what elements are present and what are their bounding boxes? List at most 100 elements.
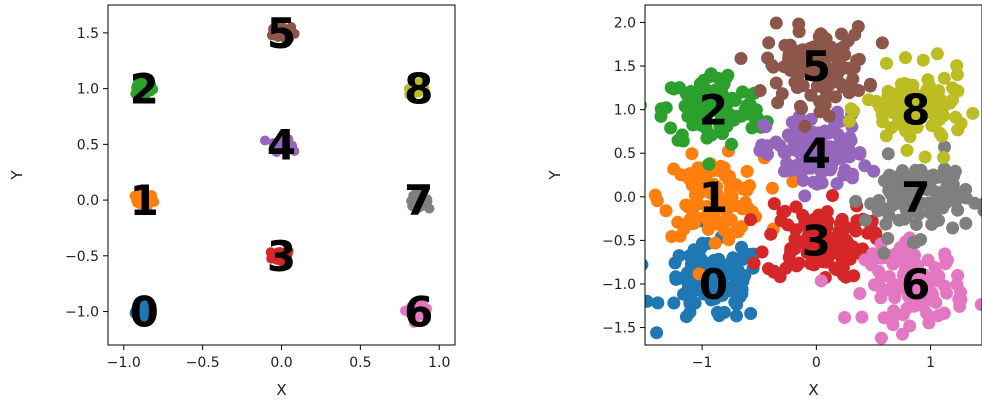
y-tick-label: 0.0	[614, 190, 636, 206]
scatter-point-cluster-7	[859, 213, 872, 227]
scatter-point-cluster-5	[793, 99, 807, 113]
scatter-point-cluster-5	[821, 40, 835, 54]
scatter-point-cluster-7	[909, 218, 923, 231]
scatter-point-cluster-1	[685, 147, 699, 161]
scatter-point-cluster-7	[953, 187, 967, 201]
scatter-point-cluster-4	[867, 164, 881, 178]
scatter-point-cluster-7	[871, 204, 885, 218]
scatter-point-cluster-6	[408, 317, 419, 328]
scatter-point-cluster-5	[875, 36, 889, 50]
scatter-point-cluster-5	[829, 50, 843, 64]
scatter-point-cluster-1	[679, 198, 693, 212]
scatter-point-cluster-5	[810, 79, 824, 93]
scatter-point-cluster-8	[875, 108, 889, 122]
scatter-point-cluster-2	[659, 101, 673, 115]
scatter-point-cluster-3	[778, 204, 792, 218]
scatter-point-cluster-8	[879, 129, 893, 143]
scatter-point-cluster-5	[815, 28, 829, 42]
scatter-point-cluster-2	[696, 80, 710, 94]
cluster-label-5: 5	[802, 42, 831, 91]
scatter-point-cluster-4	[794, 133, 808, 147]
scatter-point-cluster-8	[966, 106, 980, 120]
scatter-point-cluster-8	[883, 96, 897, 110]
scatter-point-cluster-6	[853, 287, 867, 300]
x-tick-label: 1	[926, 355, 935, 371]
scatter-point-cluster-7	[909, 236, 922, 249]
scatter-point-cluster-0	[730, 298, 744, 311]
scatter-point-cluster-2	[714, 114, 727, 128]
scatter-point-cluster-1	[667, 162, 681, 176]
scatter-point-cluster-8	[918, 150, 932, 164]
scatter-point-cluster-3	[833, 242, 847, 256]
scatter-point-cluster-2	[725, 137, 738, 151]
scatter-point-cluster-5	[800, 57, 814, 71]
scatter-point-cluster-2	[708, 96, 722, 110]
scatter-point-cluster-6	[414, 310, 425, 321]
scatter-point-cluster-5	[789, 44, 803, 58]
scatter-point-cluster-3	[755, 245, 769, 259]
y-tick-label: 0.5	[77, 137, 99, 153]
scatter-point-cluster-0	[679, 310, 693, 324]
scatter-point-cluster-1	[682, 172, 696, 185]
y-tick-label: 0.0	[77, 193, 99, 209]
scatter-point-cluster-1	[659, 204, 673, 218]
scatter-point-cluster-2	[681, 109, 695, 123]
scatter-point-cluster-6	[855, 310, 869, 324]
scatter-point-cluster-8	[932, 113, 946, 127]
scatter-point-cluster-3	[789, 200, 803, 214]
cluster-label-0: 0	[699, 260, 728, 309]
scatter-point-cluster-6	[938, 247, 952, 261]
scatter-point-cluster-0	[726, 251, 740, 265]
scatter-point-cluster-0	[715, 288, 729, 302]
scatter-point-cluster-3	[869, 226, 883, 240]
scatter-point-cluster-4	[812, 126, 826, 140]
scatter-point-cluster-1	[701, 222, 715, 236]
scatter-point-cluster-3	[839, 220, 853, 234]
scatter-point-cluster-6	[903, 247, 917, 261]
scatter-point-cluster-5	[798, 119, 812, 133]
scatter-point-cluster-0	[645, 258, 649, 271]
scatter-point-cluster-1	[688, 188, 702, 202]
scatter-point-cluster-1	[648, 188, 662, 202]
scatter-point-cluster-2	[715, 87, 729, 101]
scatter-point-cluster-7	[424, 203, 435, 214]
scatter-point-cluster-5	[781, 61, 794, 75]
scatter-point-cluster-2	[145, 84, 156, 95]
scatter-point-cluster-2	[667, 82, 681, 96]
scatter-point-cluster-5	[829, 90, 842, 104]
scatter-point-cluster-5	[286, 22, 297, 32]
scatter-point-cluster-3	[807, 258, 821, 272]
scatter-point-cluster-5	[833, 76, 847, 90]
scatter-point-cluster-4	[788, 116, 802, 130]
scatter-point-cluster-7	[932, 213, 945, 227]
scatter-point-cluster-6	[932, 270, 946, 284]
scatter-point-cluster-5	[852, 52, 866, 66]
scatter-point-cluster-0	[684, 291, 698, 305]
scatter-point-cluster-4	[773, 139, 787, 152]
scatter-point-cluster-4	[796, 174, 810, 187]
scatter-point-cluster-2	[664, 121, 678, 135]
scatter-point-cluster-1	[786, 175, 800, 188]
y-tick-label: −1.0	[65, 305, 99, 321]
scatter-point-cluster-5	[848, 28, 862, 42]
scatter-point-cluster-3	[820, 205, 834, 219]
y-tick-label: 2.0	[614, 15, 636, 31]
cluster-label-1: 1	[130, 176, 159, 225]
scatter-point-cluster-1	[740, 183, 754, 197]
scatter-point-cluster-3	[789, 223, 803, 237]
y-tick-label: 1.0	[614, 103, 636, 119]
y-tick-label: 1.5	[614, 59, 636, 75]
axes-frame	[644, 4, 982, 346]
scatter-point-cluster-8	[900, 101, 914, 115]
scatter-point-cluster-7	[935, 189, 948, 203]
scatter-point-cluster-1	[677, 222, 691, 236]
scatter-point-cluster-0	[673, 271, 687, 285]
cluster-label-4: 4	[267, 120, 296, 169]
scatter-point-cluster-3	[821, 214, 835, 228]
scatter-point-cluster-5	[818, 98, 832, 112]
scatter-point-cluster-5	[863, 79, 877, 93]
scatter-point-cluster-5	[792, 25, 806, 39]
scatter-point-cluster-7	[938, 140, 951, 154]
scatter-point-cluster-4	[823, 140, 837, 154]
